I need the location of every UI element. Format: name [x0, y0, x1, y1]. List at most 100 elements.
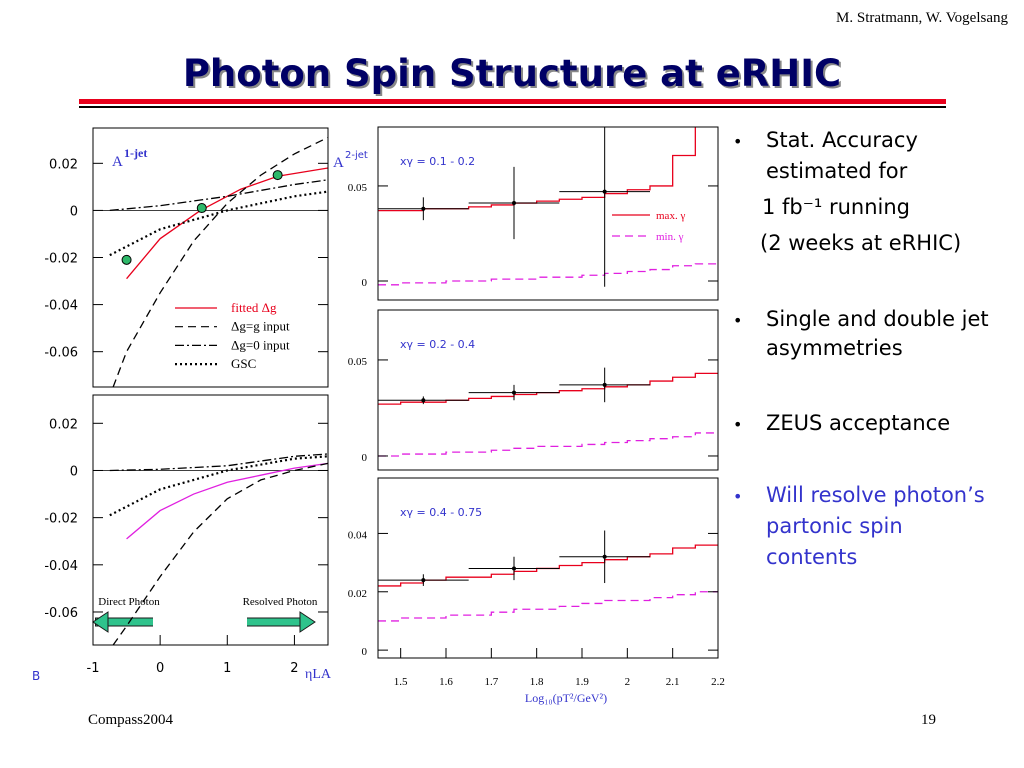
data-point [512, 390, 516, 395]
x-tick-label: 1 [223, 661, 231, 676]
marker [272, 170, 283, 181]
bullet-text: contents [766, 545, 857, 569]
bullet-text: Single and double jet [766, 307, 989, 331]
annotation: Resolved Photon [243, 596, 318, 608]
series-line [378, 591, 718, 622]
legend-label: min. γ [656, 231, 684, 243]
panel [378, 530, 718, 622]
data-point [512, 566, 516, 571]
series-line [126, 167, 328, 280]
footer-left: Compass2004 [88, 712, 174, 728]
y-tick-label: -0.06 [44, 606, 78, 621]
frame [377, 126, 719, 301]
panel-label: A [112, 154, 123, 170]
x-tick-label: 1.7 [484, 676, 498, 688]
series-line [109, 190, 328, 257]
marker [121, 254, 132, 265]
y-tick-label: 0 [70, 204, 78, 219]
y-tick-label: 0 [362, 646, 368, 658]
data-point [421, 206, 426, 211]
series-line [112, 136, 328, 387]
panel [378, 367, 718, 457]
x-axis-label: ηLA [305, 667, 332, 682]
x-tick-label: -1 [87, 661, 100, 676]
bullet-dot: • [733, 415, 742, 434]
series-line [378, 263, 718, 286]
marker [196, 203, 207, 214]
series-line [112, 462, 328, 645]
panel-subtitle: xγ = 0.1 - 0.2 [400, 155, 475, 168]
x-tick-label: 2.2 [711, 676, 725, 688]
panel [378, 127, 718, 287]
panel [93, 136, 328, 387]
data-point [602, 382, 607, 387]
y-tick-label: -0.06 [44, 346, 78, 361]
data-point [602, 189, 607, 194]
series-line [378, 372, 718, 405]
direct-arrow-head [92, 611, 109, 633]
bullet-text: Stat. Accuracy [766, 128, 918, 152]
x-axis-label: Log₁₀(pT²/GeV²) [525, 691, 607, 705]
footer-right: 19 [921, 712, 936, 728]
bullet-text: partonic spin [766, 514, 903, 538]
legend-label: GSC [231, 356, 256, 371]
data-point [602, 554, 607, 559]
frame [92, 394, 329, 646]
bullet-text: ZEUS acceptance [766, 411, 950, 435]
annotation: Direct Photon [98, 596, 160, 608]
bullet-dot: • [733, 487, 742, 506]
bullet-subline: (2 weeks at eRHIC) [760, 231, 961, 255]
corner-mark: B [32, 669, 40, 683]
series-line [378, 432, 718, 457]
bullet-text: estimated for [766, 159, 908, 183]
frame [377, 309, 719, 471]
x-tick-label: 2.1 [666, 676, 680, 688]
panel-label-sup: 2-jet [345, 150, 368, 161]
legend-label: fitted Δg [231, 300, 277, 315]
bullet-subline: 1 fb⁻¹ running [762, 195, 910, 219]
panel-subtitle: xγ = 0.4 - 0.75 [400, 506, 482, 519]
data-point [512, 201, 516, 206]
title-rule-black [79, 106, 946, 108]
y-tick-label: 0.02 [348, 588, 367, 600]
x-tick-label: 1.8 [530, 676, 544, 688]
y-tick-label: 0.04 [348, 529, 368, 541]
resolved-arrow-head [299, 611, 316, 633]
y-tick-label: 0.02 [49, 417, 78, 432]
x-tick-label: 1.9 [575, 676, 589, 688]
x-tick-label: 2 [290, 661, 298, 676]
title-rule-red [79, 99, 946, 104]
legend-label: Δg=g input [231, 319, 290, 334]
title: Photon Spin Structure at eRHIC [183, 52, 841, 95]
y-tick-label: -0.02 [44, 252, 78, 267]
x-tick-label: 2 [625, 676, 631, 688]
y-tick-label: -0.04 [44, 559, 78, 574]
y-tick-label: 0.05 [348, 182, 368, 194]
frame [377, 477, 719, 659]
y-tick-label: 0.02 [49, 157, 78, 172]
bullet-dot: • [733, 132, 742, 151]
y-tick-label: 0 [70, 464, 78, 479]
series-line [109, 455, 328, 517]
panel-subtitle: xγ = 0.2 - 0.4 [400, 338, 475, 351]
title-shadow: Photon Spin Structure at eRHIC [185, 54, 843, 97]
panel-label: A [333, 155, 344, 171]
x-tick-label: 0 [156, 661, 164, 676]
panel [93, 453, 328, 645]
author: M. Stratmann, W. Vogelsang [836, 10, 1008, 26]
x-tick-label: 1.6 [439, 676, 453, 688]
data-point [421, 578, 426, 583]
series-line [126, 462, 328, 540]
legend-label: Δg=0 input [231, 337, 290, 352]
legend-label: max. γ [656, 210, 685, 222]
y-tick-label: 0 [362, 452, 368, 464]
bullet-text: asymmetries [766, 336, 903, 360]
bullet-dot: • [733, 311, 742, 330]
y-tick-label: 0 [362, 277, 368, 289]
panel-label-sup: 1-jet [124, 146, 147, 160]
bullet-text: Will resolve photon’s [766, 483, 985, 507]
y-tick-label: 0.05 [348, 356, 368, 368]
y-tick-label: -0.04 [44, 299, 78, 314]
